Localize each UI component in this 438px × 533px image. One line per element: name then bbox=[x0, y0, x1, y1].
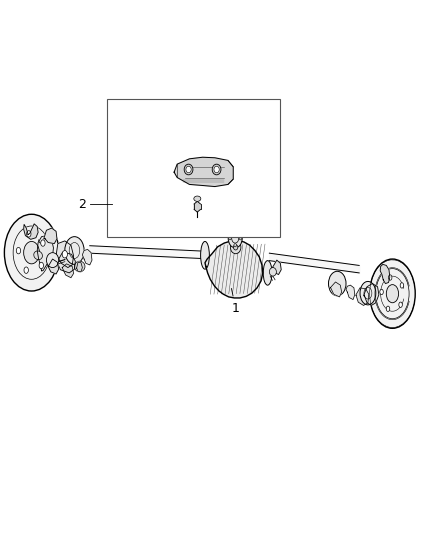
Ellipse shape bbox=[269, 268, 276, 276]
Polygon shape bbox=[48, 259, 59, 274]
Ellipse shape bbox=[65, 237, 84, 264]
Ellipse shape bbox=[233, 245, 238, 250]
Ellipse shape bbox=[263, 261, 272, 285]
Polygon shape bbox=[37, 236, 53, 271]
Text: 2: 2 bbox=[78, 198, 86, 211]
Ellipse shape bbox=[214, 166, 219, 173]
Polygon shape bbox=[62, 264, 74, 278]
Ellipse shape bbox=[400, 282, 404, 288]
Polygon shape bbox=[272, 260, 281, 274]
Ellipse shape bbox=[201, 241, 209, 269]
Ellipse shape bbox=[41, 240, 45, 246]
Ellipse shape bbox=[229, 237, 231, 240]
Ellipse shape bbox=[386, 306, 390, 311]
Ellipse shape bbox=[62, 251, 67, 258]
Bar bbox=[107, 99, 280, 237]
Ellipse shape bbox=[24, 267, 28, 273]
Ellipse shape bbox=[380, 289, 383, 295]
Polygon shape bbox=[57, 252, 75, 273]
Polygon shape bbox=[56, 241, 74, 268]
Ellipse shape bbox=[34, 251, 42, 260]
Polygon shape bbox=[174, 157, 233, 187]
Ellipse shape bbox=[46, 253, 59, 268]
Polygon shape bbox=[364, 284, 379, 305]
Ellipse shape bbox=[399, 302, 403, 308]
Ellipse shape bbox=[234, 244, 237, 247]
Ellipse shape bbox=[194, 196, 201, 201]
Ellipse shape bbox=[24, 241, 39, 264]
Text: 1: 1 bbox=[231, 288, 240, 314]
Ellipse shape bbox=[212, 164, 221, 175]
Ellipse shape bbox=[389, 275, 392, 280]
Ellipse shape bbox=[239, 237, 242, 240]
Ellipse shape bbox=[27, 231, 31, 237]
Polygon shape bbox=[194, 201, 201, 212]
Polygon shape bbox=[205, 240, 263, 298]
Ellipse shape bbox=[234, 230, 237, 233]
Ellipse shape bbox=[328, 271, 346, 296]
Ellipse shape bbox=[228, 229, 242, 248]
Polygon shape bbox=[77, 262, 82, 272]
Ellipse shape bbox=[360, 281, 376, 305]
Polygon shape bbox=[82, 249, 92, 265]
Polygon shape bbox=[356, 288, 369, 305]
Ellipse shape bbox=[184, 164, 193, 175]
Ellipse shape bbox=[186, 166, 191, 173]
Ellipse shape bbox=[4, 214, 59, 291]
Ellipse shape bbox=[386, 285, 399, 303]
Ellipse shape bbox=[74, 261, 85, 272]
Polygon shape bbox=[380, 264, 390, 284]
Polygon shape bbox=[330, 282, 342, 297]
Polygon shape bbox=[44, 228, 57, 244]
Polygon shape bbox=[346, 285, 355, 300]
Polygon shape bbox=[24, 224, 38, 239]
Ellipse shape bbox=[230, 241, 241, 254]
Ellipse shape bbox=[39, 262, 43, 269]
Ellipse shape bbox=[16, 247, 21, 254]
Ellipse shape bbox=[370, 259, 415, 328]
